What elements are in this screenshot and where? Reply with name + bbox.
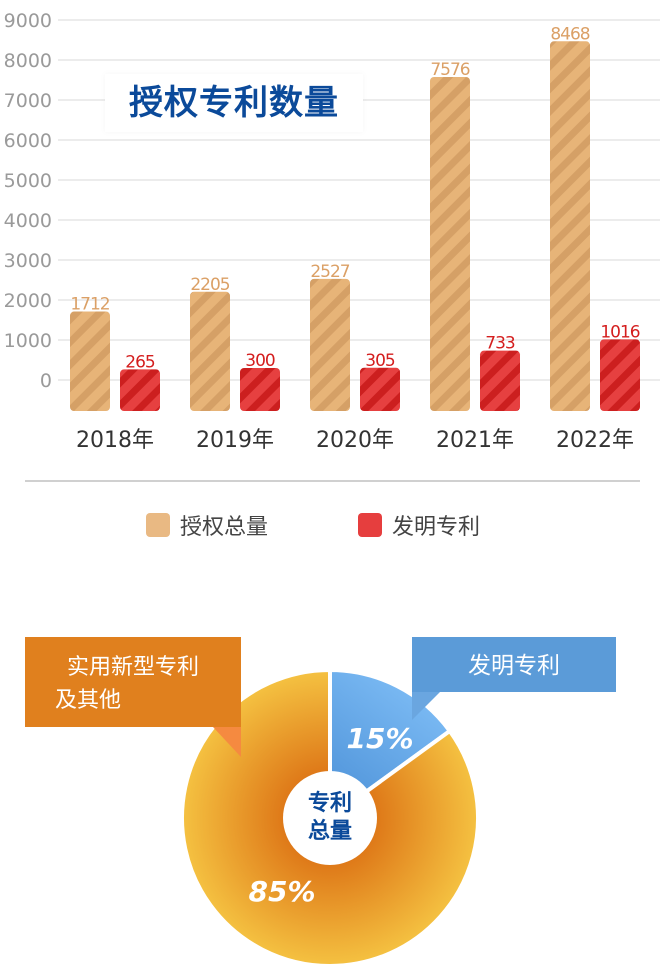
pie-center-label: 总量 xyxy=(308,818,352,844)
slice-label-invention: 15% xyxy=(346,722,413,755)
bar-total xyxy=(70,311,110,411)
x-tick-label: 2020年 xyxy=(316,428,394,453)
bar-total xyxy=(190,291,230,411)
bar-value-label: 305 xyxy=(365,351,395,371)
y-tick-label: 2000 xyxy=(4,290,52,312)
bar-value-label: 1016 xyxy=(600,322,639,342)
y-tick-label: 4000 xyxy=(4,210,52,232)
bar-value-label: 300 xyxy=(245,351,275,371)
legend-label: 发明专利 xyxy=(392,515,481,540)
y-tick-label: 9000 xyxy=(4,10,52,32)
x-tick-label: 2018年 xyxy=(76,428,154,453)
bar-invention xyxy=(480,350,520,411)
bar-total xyxy=(430,76,470,412)
y-tick-label: 8000 xyxy=(4,50,52,72)
bar-total xyxy=(310,278,350,411)
bar-total xyxy=(550,41,590,411)
bar-value-label: 1712 xyxy=(70,295,109,315)
x-tick-label: 2021年 xyxy=(436,428,514,453)
legend-swatch xyxy=(358,513,382,537)
callout-text-utility: 实用新型专利 xyxy=(67,655,199,680)
y-tick-label: 5000 xyxy=(4,170,52,192)
y-tick-label: 7000 xyxy=(4,90,52,112)
y-tick-label: 3000 xyxy=(4,250,52,272)
legend-item-invention: 发明专利 xyxy=(358,509,480,541)
bar-value-label: 7576 xyxy=(430,60,469,80)
bar-value-label: 2205 xyxy=(190,275,229,295)
bar-value-label: 265 xyxy=(125,352,155,372)
bar-value-label: 2527 xyxy=(310,262,349,282)
bar-value-label: 733 xyxy=(485,334,515,354)
y-tick-label: 1000 xyxy=(4,330,52,352)
slice-label-utility: 85% xyxy=(248,875,315,908)
legend-swatch xyxy=(146,513,170,537)
callout-text-utility: 及其他 xyxy=(55,688,121,713)
y-tick-label: 6000 xyxy=(4,130,52,152)
bar-chart: 0 1000 2000 3000 4000 5000 6000 7000 8000 9000 171… xyxy=(4,10,660,482)
callout-text-invention: 发明专利 xyxy=(468,653,560,679)
bar-invention xyxy=(360,367,400,411)
pie-center-label: 专利 xyxy=(308,790,352,816)
x-tick-label: 2022年 xyxy=(556,428,634,453)
callout-pointer-orange xyxy=(213,727,241,757)
callout-pointer-blue xyxy=(412,692,440,720)
y-tick-label: 0 xyxy=(40,370,52,392)
chart-title: 授权专利数量 xyxy=(105,74,363,132)
callout-box-orange xyxy=(25,637,241,727)
x-tick-label: 2019年 xyxy=(196,428,274,453)
legend-label: 授权总量 xyxy=(180,515,269,540)
bar-invention xyxy=(600,339,640,411)
bar-invention xyxy=(120,369,160,411)
bar-invention xyxy=(240,368,280,411)
legend-item-total: 授权总量 xyxy=(146,509,268,541)
bar-value-label: 8468 xyxy=(550,24,589,44)
callout-box-blue xyxy=(412,637,616,692)
pie-center-hole xyxy=(283,771,377,865)
